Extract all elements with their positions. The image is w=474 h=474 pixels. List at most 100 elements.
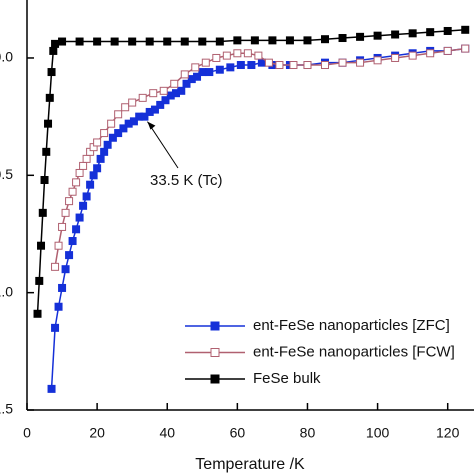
data-point — [177, 86, 186, 95]
data-point — [75, 37, 84, 46]
data-point — [37, 241, 46, 250]
data-point — [338, 34, 347, 43]
data-point — [110, 37, 119, 46]
data-point — [338, 58, 347, 67]
data-point — [443, 46, 452, 55]
data-point — [51, 262, 60, 271]
data-point — [35, 276, 44, 285]
data-point — [233, 49, 242, 58]
data-point — [58, 283, 67, 292]
y-tick-label: -0.5 — [0, 166, 13, 182]
data-point — [72, 178, 81, 187]
data-point — [82, 154, 91, 163]
data-point — [86, 180, 95, 189]
x-tick-label: 60 — [230, 425, 246, 441]
data-point — [51, 39, 60, 48]
data-point — [65, 197, 74, 206]
data-point — [391, 30, 400, 39]
data-point — [33, 309, 42, 318]
series-line — [50, 47, 466, 389]
y-tick-label: -1.5 — [0, 401, 13, 417]
y-tick-label: 0.0 — [0, 49, 13, 65]
data-point — [107, 119, 116, 128]
data-point — [58, 37, 67, 46]
data-point — [205, 68, 214, 77]
data-point — [215, 37, 224, 46]
data-point — [75, 213, 84, 222]
data-point — [128, 98, 137, 107]
data-point — [103, 140, 112, 149]
data-point — [201, 58, 210, 67]
data-point — [215, 65, 224, 74]
data-point — [426, 49, 435, 58]
data-point — [191, 63, 200, 72]
data-point — [61, 208, 70, 217]
data-point — [303, 61, 312, 70]
data-point — [373, 31, 382, 40]
data-point — [193, 72, 202, 81]
series-line — [36, 29, 466, 314]
data-point — [321, 35, 329, 44]
x-tick-label: 80 — [300, 425, 316, 441]
data-point — [198, 68, 207, 77]
data-point — [54, 241, 63, 250]
data-point — [65, 251, 74, 260]
data-point — [275, 61, 284, 70]
annotation: 33.5 K (Tc) — [150, 172, 223, 189]
data-point — [128, 37, 137, 46]
data-point — [145, 37, 154, 46]
data-point — [79, 201, 88, 210]
data-point — [163, 37, 172, 46]
data-point — [47, 68, 56, 77]
data-point — [180, 37, 189, 46]
data-point — [68, 187, 77, 196]
data-point — [180, 70, 189, 79]
data-point — [108, 133, 117, 142]
annotation-arrow — [147, 121, 179, 169]
data-point — [61, 265, 70, 274]
data-point — [114, 129, 123, 138]
data-point — [138, 93, 147, 102]
data-point — [93, 138, 102, 147]
data-point — [391, 53, 400, 62]
data-point — [96, 154, 105, 163]
legend-marker — [210, 374, 220, 384]
data-point — [45, 93, 54, 102]
data-point — [373, 56, 382, 65]
x-tick-label: 0 — [23, 425, 31, 441]
data-point — [140, 112, 149, 121]
data-point — [100, 129, 109, 138]
data-point — [89, 171, 98, 180]
data-point — [236, 61, 245, 70]
data-point — [289, 61, 298, 70]
data-point — [461, 44, 470, 53]
data-point — [303, 36, 312, 45]
data-point — [226, 63, 235, 72]
data-point — [150, 105, 159, 114]
data-point — [119, 124, 128, 133]
x-tick-label: 40 — [159, 425, 175, 441]
data-point — [247, 61, 256, 70]
data-point — [264, 58, 273, 67]
x-tick-label: 120 — [436, 425, 460, 441]
data-point — [159, 86, 168, 95]
data-point — [268, 36, 277, 45]
data-point — [222, 51, 231, 60]
y-tick-label: -1.0 — [0, 283, 13, 299]
data-point — [47, 384, 56, 393]
x-tick-label: 20 — [89, 425, 105, 441]
data-point — [356, 58, 365, 67]
data-point — [321, 61, 329, 70]
data-point — [426, 28, 435, 37]
data-point — [72, 225, 81, 234]
legend-label: ent-FeSe nanoparticles [ZFC] — [253, 317, 450, 334]
data-point — [285, 36, 294, 45]
data-point — [250, 36, 259, 45]
data-point — [198, 37, 207, 46]
data-point — [51, 323, 60, 332]
x-tick-label: 100 — [366, 425, 390, 441]
data-point — [156, 100, 165, 109]
data-point — [149, 89, 158, 98]
data-point — [68, 237, 77, 246]
